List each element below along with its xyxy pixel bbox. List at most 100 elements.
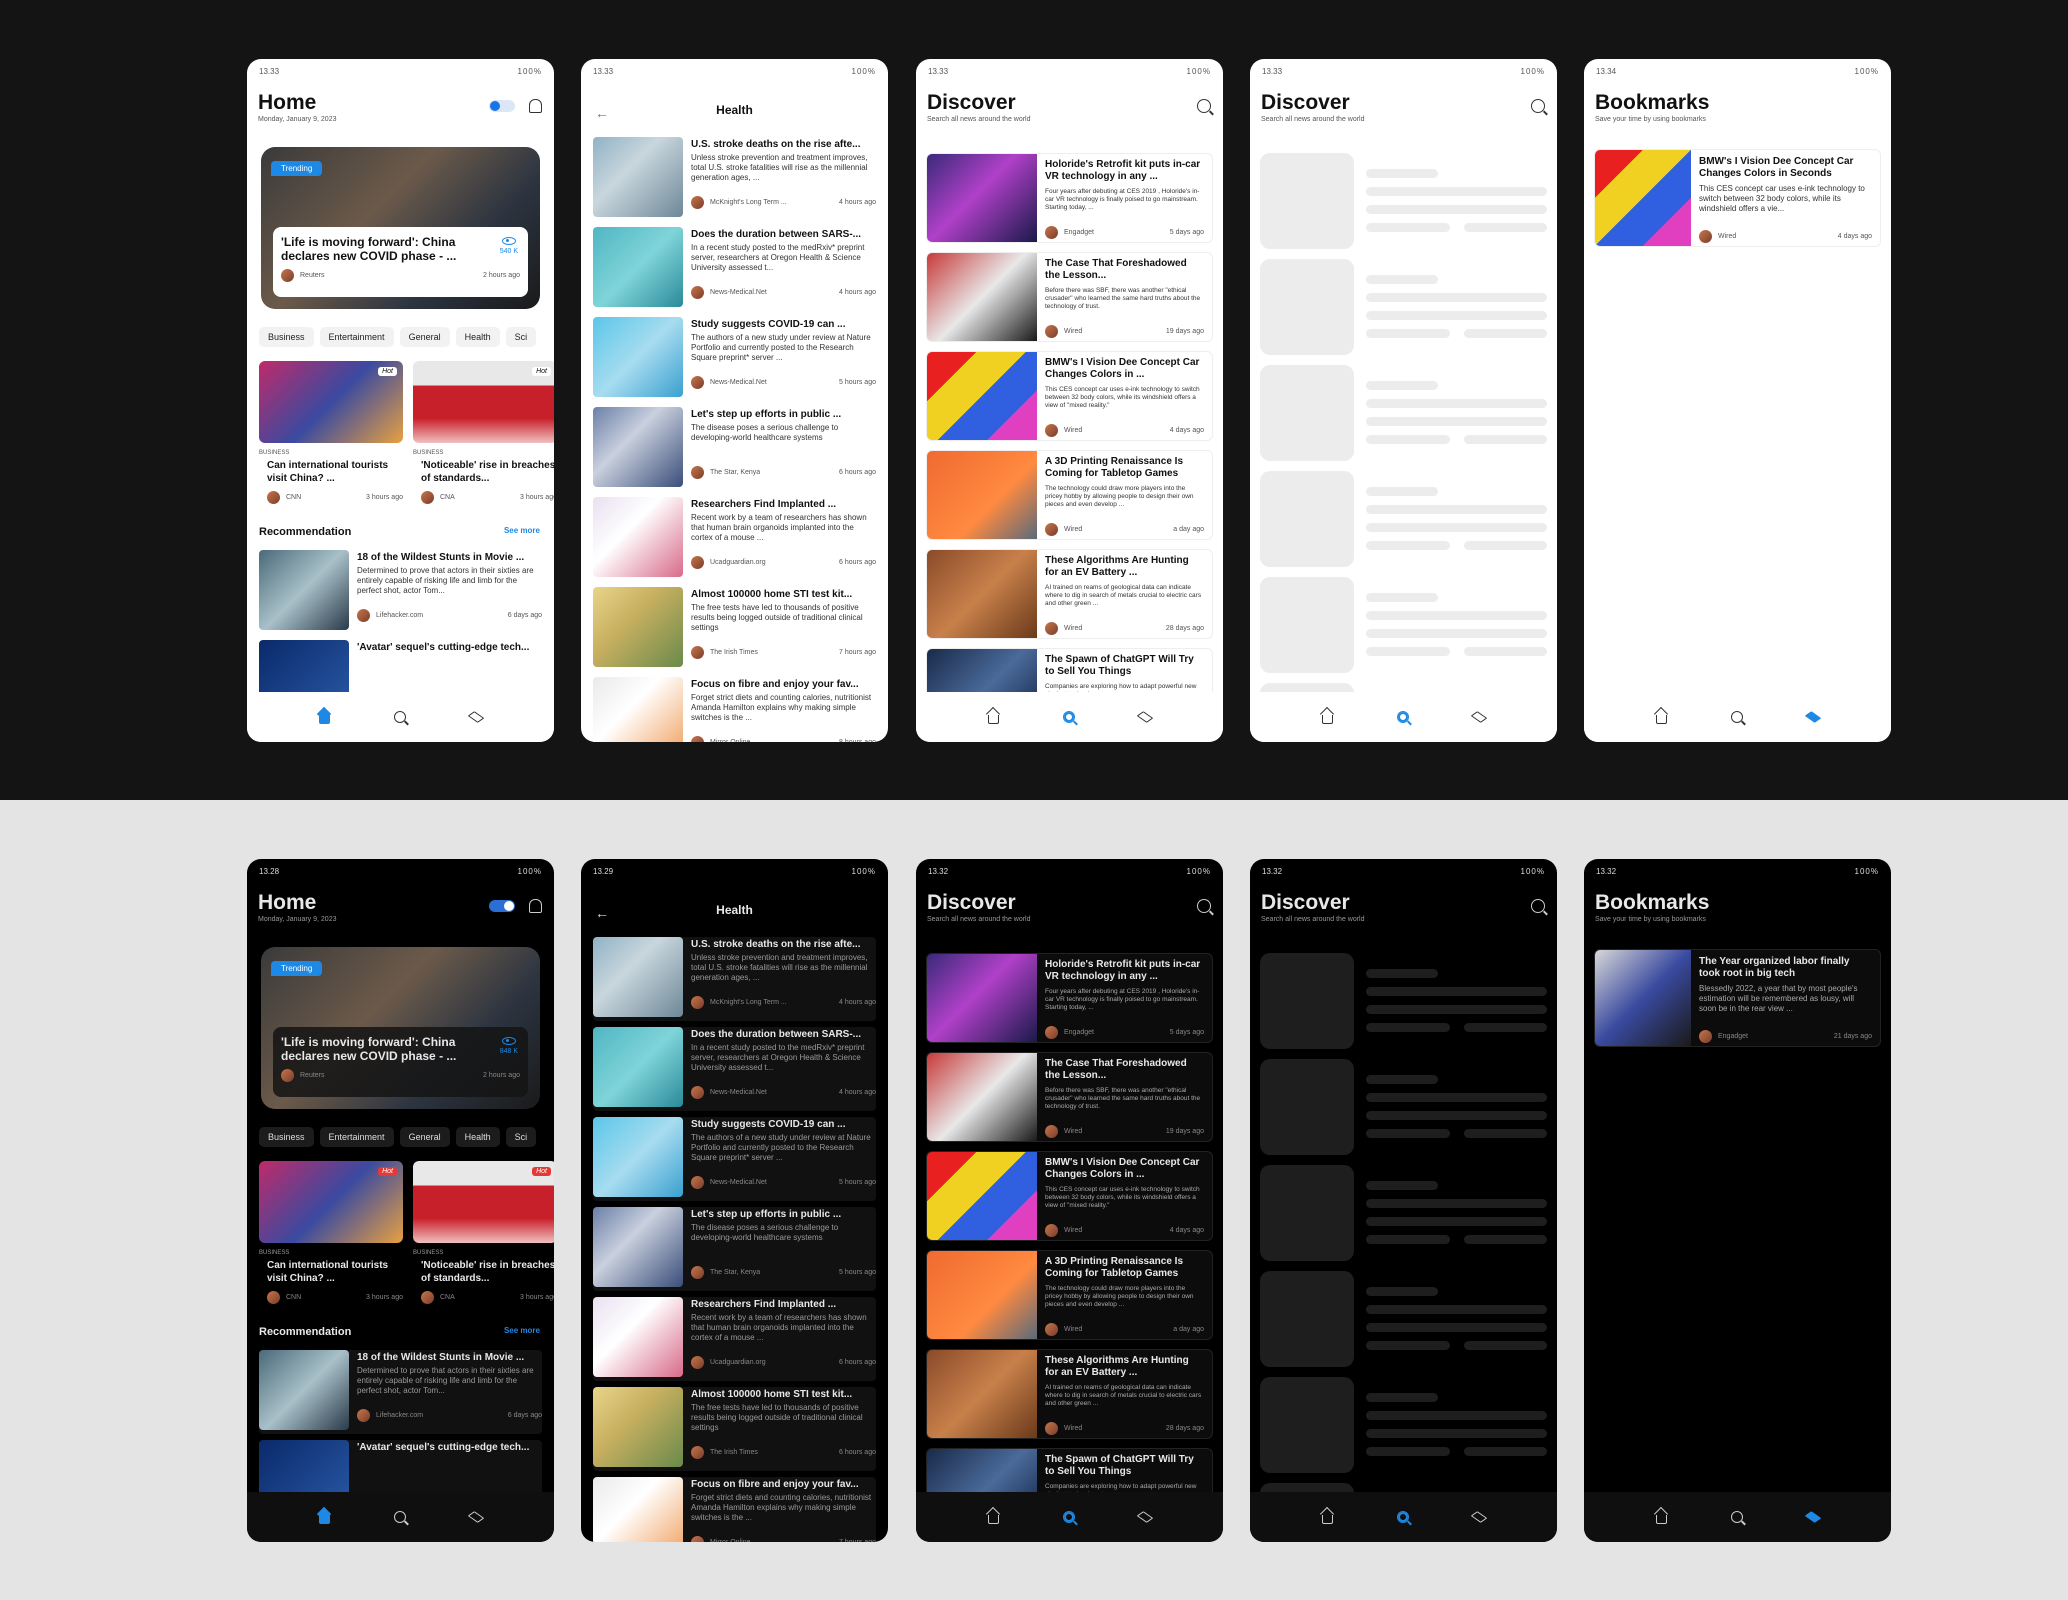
home-icon[interactable] xyxy=(1656,714,1667,724)
skeleton-lines xyxy=(1366,365,1547,461)
article-meta: Reuters 2 hours ago xyxy=(281,269,520,282)
search-icon[interactable] xyxy=(1197,99,1211,113)
list-item[interactable]: Researchers Find Implanted ... Recent wor… xyxy=(593,497,876,581)
search-icon[interactable] xyxy=(1197,899,1211,913)
list-item[interactable]: BMW's I Vision Dee Concept Car Changes C… xyxy=(926,1151,1213,1241)
back-arrow-icon[interactable]: ← xyxy=(595,905,609,921)
home-icon[interactable] xyxy=(988,714,999,724)
search-icon[interactable] xyxy=(1063,1511,1075,1523)
list-item[interactable]: Study suggests COVID-19 can ... The autho… xyxy=(593,1117,876,1201)
list-item[interactable]: Study suggests COVID-19 can ... The autho… xyxy=(593,317,876,401)
list-item[interactable]: Holoride's Retrofit kit puts in-car VR t… xyxy=(926,153,1213,243)
list-item[interactable]: U.S. stroke deaths on the rise afte... Un… xyxy=(593,937,876,1021)
bookmark-item[interactable]: BMW's I Vision Dee Concept Car Changes C… xyxy=(1594,149,1881,247)
theme-toggle[interactable] xyxy=(489,100,515,112)
hot-news-card[interactable]: Hot BUSINESS 'Noticeable' rise in breaches… xyxy=(413,1161,554,1304)
bookmarks-icon[interactable] xyxy=(1470,711,1488,723)
search-icon[interactable] xyxy=(394,711,406,723)
home-icon[interactable] xyxy=(319,1514,330,1524)
list-item[interactable]: These Algorithms Are Hunting for an EV B… xyxy=(926,549,1213,639)
list-item[interactable]: A 3D Printing Renaissance Is Coming for … xyxy=(926,450,1213,540)
list-item[interactable]: Focus on fibre and enjoy your fav... Forg… xyxy=(593,1477,876,1542)
bookmarks-icon[interactable] xyxy=(1136,711,1154,723)
trending-card[interactable]: Trending 'Life is moving forward': China … xyxy=(261,147,540,309)
search-icon[interactable] xyxy=(1063,711,1075,723)
list-item[interactable]: 18 of the Wildest Stunts in Movie ... Det… xyxy=(259,1350,542,1434)
home-icon[interactable] xyxy=(1656,1514,1667,1524)
trending-card[interactable]: Trending 'Life is moving forward': China … xyxy=(261,947,540,1109)
home-icon[interactable] xyxy=(319,714,330,724)
bookmarks-icon[interactable] xyxy=(1804,1511,1822,1523)
category-tab[interactable]: Health xyxy=(455,327,500,347)
list-item[interactable]: Does the duration between SARS-... In a r… xyxy=(593,1027,876,1111)
category-tab[interactable]: Health xyxy=(455,1127,500,1147)
list-item[interactable]: A 3D Printing Renaissance Is Coming for … xyxy=(926,1250,1213,1340)
see-more-link[interactable]: See more xyxy=(503,526,540,535)
category-tab[interactable]: Sci xyxy=(505,1127,537,1147)
bookmarks-icon[interactable] xyxy=(1470,1511,1488,1523)
category-tab[interactable]: Sci xyxy=(505,327,537,347)
skeleton-row xyxy=(1260,1059,1547,1155)
list-item[interactable]: Researchers Find Implanted ... Recent wor… xyxy=(593,1297,876,1381)
bookmarks-icon[interactable] xyxy=(467,711,485,723)
bookmarks-icon[interactable] xyxy=(467,1511,485,1523)
hot-news-card[interactable]: Hot BUSINESS Can international tourists vi… xyxy=(259,361,403,504)
bookmarks-icon[interactable] xyxy=(1804,711,1822,723)
bookmark-item[interactable]: The Year organized labor finally took ro… xyxy=(1594,949,1881,1047)
category-tab[interactable]: Entertainment xyxy=(319,1127,394,1147)
category-tab[interactable]: Entertainment xyxy=(319,327,394,347)
source-avatar xyxy=(691,1356,704,1369)
bookmarks-icon[interactable] xyxy=(1136,1511,1154,1523)
source-name: Lifehacker.com xyxy=(376,612,424,619)
source-name: Wired xyxy=(1064,427,1083,434)
category-tab[interactable]: Business xyxy=(259,327,314,347)
list-item[interactable]: The Case That Foreshadowed the Lesson...… xyxy=(926,252,1213,342)
source-avatar xyxy=(267,1291,280,1304)
list-item[interactable]: These Algorithms Are Hunting for an EV B… xyxy=(926,1349,1213,1439)
search-icon[interactable] xyxy=(394,1511,406,1523)
trending-title: 'Life is moving forward': China declares… xyxy=(281,235,457,263)
list-item[interactable]: Let's step up efforts in public ... The d… xyxy=(593,1207,876,1291)
category-tab[interactable]: General xyxy=(399,327,450,347)
bell-icon[interactable] xyxy=(529,899,542,913)
theme-toggle[interactable] xyxy=(489,900,515,912)
search-icon[interactable] xyxy=(1731,711,1743,723)
back-arrow-icon[interactable]: ← xyxy=(595,105,609,121)
bell-icon[interactable] xyxy=(529,99,542,113)
list-item[interactable]: Almost 100000 home STI test kit... The fr… xyxy=(593,587,876,671)
publish-time: 19 days ago xyxy=(1165,1128,1204,1135)
search-icon[interactable] xyxy=(1397,1511,1409,1523)
search-icon[interactable] xyxy=(1531,99,1545,113)
list-item[interactable]: Let's step up efforts in public ... The d… xyxy=(593,407,876,491)
list-item[interactable]: Focus on fibre and enjoy your fav... Forg… xyxy=(593,677,876,742)
hot-news-card[interactable]: Hot BUSINESS 'Noticeable' rise in breaches… xyxy=(413,361,554,504)
status-icons: 100% xyxy=(1186,66,1211,76)
home-icon[interactable] xyxy=(988,1514,999,1524)
search-icon[interactable] xyxy=(1397,711,1409,723)
home-icon[interactable] xyxy=(1322,714,1333,724)
list-item[interactable]: Holoride's Retrofit kit puts in-car VR t… xyxy=(926,953,1213,1043)
list-item[interactable]: The Case That Foreshadowed the Lesson...… xyxy=(926,1052,1213,1142)
hot-news-card[interactable]: Hot BUSINESS Can international tourists vi… xyxy=(259,1161,403,1304)
skeleton-line xyxy=(1463,435,1547,444)
see-more-link[interactable]: See more xyxy=(503,1326,540,1335)
list-item[interactable]: Almost 100000 home STI test kit... The fr… xyxy=(593,1387,876,1471)
hot-news-list: Hot BUSINESS Can international tourists vi… xyxy=(259,361,554,504)
news-image xyxy=(593,407,683,487)
publish-time: 4 hours ago xyxy=(839,199,876,206)
list-item[interactable]: 18 of the Wildest Stunts in Movie ... Det… xyxy=(259,550,542,634)
health-news-list: U.S. stroke deaths on the rise afte... Un… xyxy=(581,137,888,742)
home-icon[interactable] xyxy=(1322,1514,1333,1524)
publish-time: a day ago xyxy=(1173,1326,1204,1333)
source-name: The Star, Kenya xyxy=(710,1269,761,1276)
news-image xyxy=(593,1477,683,1542)
search-icon[interactable] xyxy=(1731,1511,1743,1523)
list-item[interactable]: BMW's I Vision Dee Concept Car Changes C… xyxy=(926,351,1213,441)
list-item[interactable]: Does the duration between SARS-... In a r… xyxy=(593,227,876,311)
category-tab[interactable]: Business xyxy=(259,1127,314,1147)
search-icon[interactable] xyxy=(1531,899,1545,913)
section-title: Recommendation xyxy=(259,526,352,538)
item-body: 18 of the Wildest Stunts in Movie ... Det… xyxy=(357,1350,542,1434)
list-item[interactable]: U.S. stroke deaths on the rise afte... Un… xyxy=(593,137,876,221)
category-tab[interactable]: General xyxy=(399,1127,450,1147)
